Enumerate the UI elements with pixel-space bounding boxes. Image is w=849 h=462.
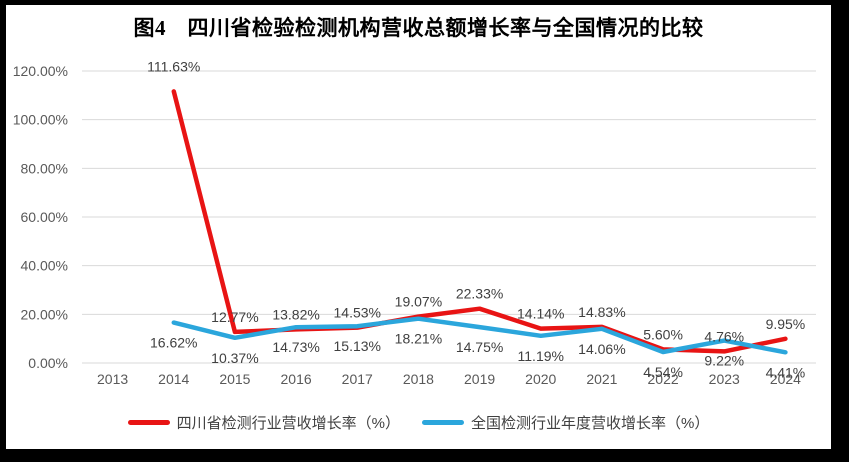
x-axis-tick-label: 2017 <box>342 371 373 387</box>
x-axis-tick-label: 2022 <box>648 371 679 387</box>
y-axis-tick-label: 80.00% <box>21 160 68 176</box>
sichuan-data-label: 5.60% <box>643 326 683 342</box>
legend-item-sichuan: 四川省检测行业营收增长率（%） <box>127 412 400 433</box>
chart-canvas: 图4 四川省检验检测机构营收总额增长率与全国情况的比较 0.00% 20.00% 4… <box>6 5 831 449</box>
legend-item-national: 全国检测行业年度营收增长率（%） <box>422 412 709 433</box>
x-axis-tick-label: 2018 <box>403 371 434 387</box>
legend-label-sichuan: 四川省检测行业营收增长率（%） <box>176 415 400 432</box>
national-data-label: 18.21% <box>395 331 442 347</box>
sichuan-data-label: 13.82% <box>272 306 319 322</box>
x-axis-tick-label: 2013 <box>97 371 128 387</box>
chart-legend: 四川省检测行业营收增长率（%） 全国检测行业年度营收增长率（%） <box>6 412 831 433</box>
sichuan-data-label: 14.53% <box>334 305 381 321</box>
x-axis-tick-label: 2020 <box>525 371 556 387</box>
national-data-label: 9.22% <box>704 353 744 369</box>
sichuan-data-label: 14.83% <box>578 304 625 320</box>
legend-label-national: 全国检测行业年度营收增长率（%） <box>471 415 710 432</box>
national-data-label: 14.06% <box>578 341 625 357</box>
y-axis-tick-label: 60.00% <box>21 209 68 225</box>
sichuan-data-label: 4.76% <box>704 328 744 344</box>
sichuan-data-label: 9.95% <box>766 316 806 332</box>
national-data-label: 14.73% <box>272 339 319 355</box>
national-data-label: 4.54% <box>643 364 683 380</box>
sichuan-data-label: 12.77% <box>211 309 258 325</box>
y-axis-tick-label: 0.00% <box>28 355 68 371</box>
sichuan-data-label: 19.07% <box>395 294 442 310</box>
legend-swatch-national <box>422 420 464 425</box>
x-axis-tick-label: 2015 <box>219 371 250 387</box>
national-series-line <box>171 316 788 355</box>
national-data-label: 16.62% <box>150 335 197 351</box>
chart-title: 图4 四川省检验检测机构营收总额增长率与全国情况的比较 <box>133 16 704 40</box>
x-axis-tick-label: 2019 <box>464 371 495 387</box>
x-axis-tick-label: 2023 <box>709 371 740 387</box>
national-data-label: 11.19% <box>518 348 564 364</box>
sichuan-data-label: 111.63% <box>147 58 200 74</box>
sichuan-data-label: 14.14% <box>517 306 564 322</box>
line-chart-plot-area: 0.00% 20.00% 40.00% 60.00% 80.00% 100.00% 120.… <box>13 58 816 387</box>
sichuan-data-label: 22.33% <box>456 286 503 302</box>
national-data-label: 10.37% <box>211 350 258 366</box>
legend-swatch-sichuan <box>127 420 170 425</box>
y-axis-tick-label: 100.00% <box>13 112 68 128</box>
national-data-label: 4.41% <box>766 364 806 380</box>
national-data-label: 15.13% <box>334 338 381 354</box>
x-axis-tick-label: 2014 <box>158 371 189 387</box>
sichuan-series-line <box>171 89 788 354</box>
x-axis-tick-label: 2024 <box>770 371 801 387</box>
x-axis-tick-label: 2016 <box>281 371 312 387</box>
national-data-label: 14.75% <box>456 339 503 355</box>
y-axis-tick-label: 120.00% <box>13 63 68 79</box>
y-axis-tick-label: 40.00% <box>21 258 68 274</box>
y-axis-tick-label: 20.00% <box>21 306 68 322</box>
x-axis-tick-label: 2021 <box>586 371 617 387</box>
